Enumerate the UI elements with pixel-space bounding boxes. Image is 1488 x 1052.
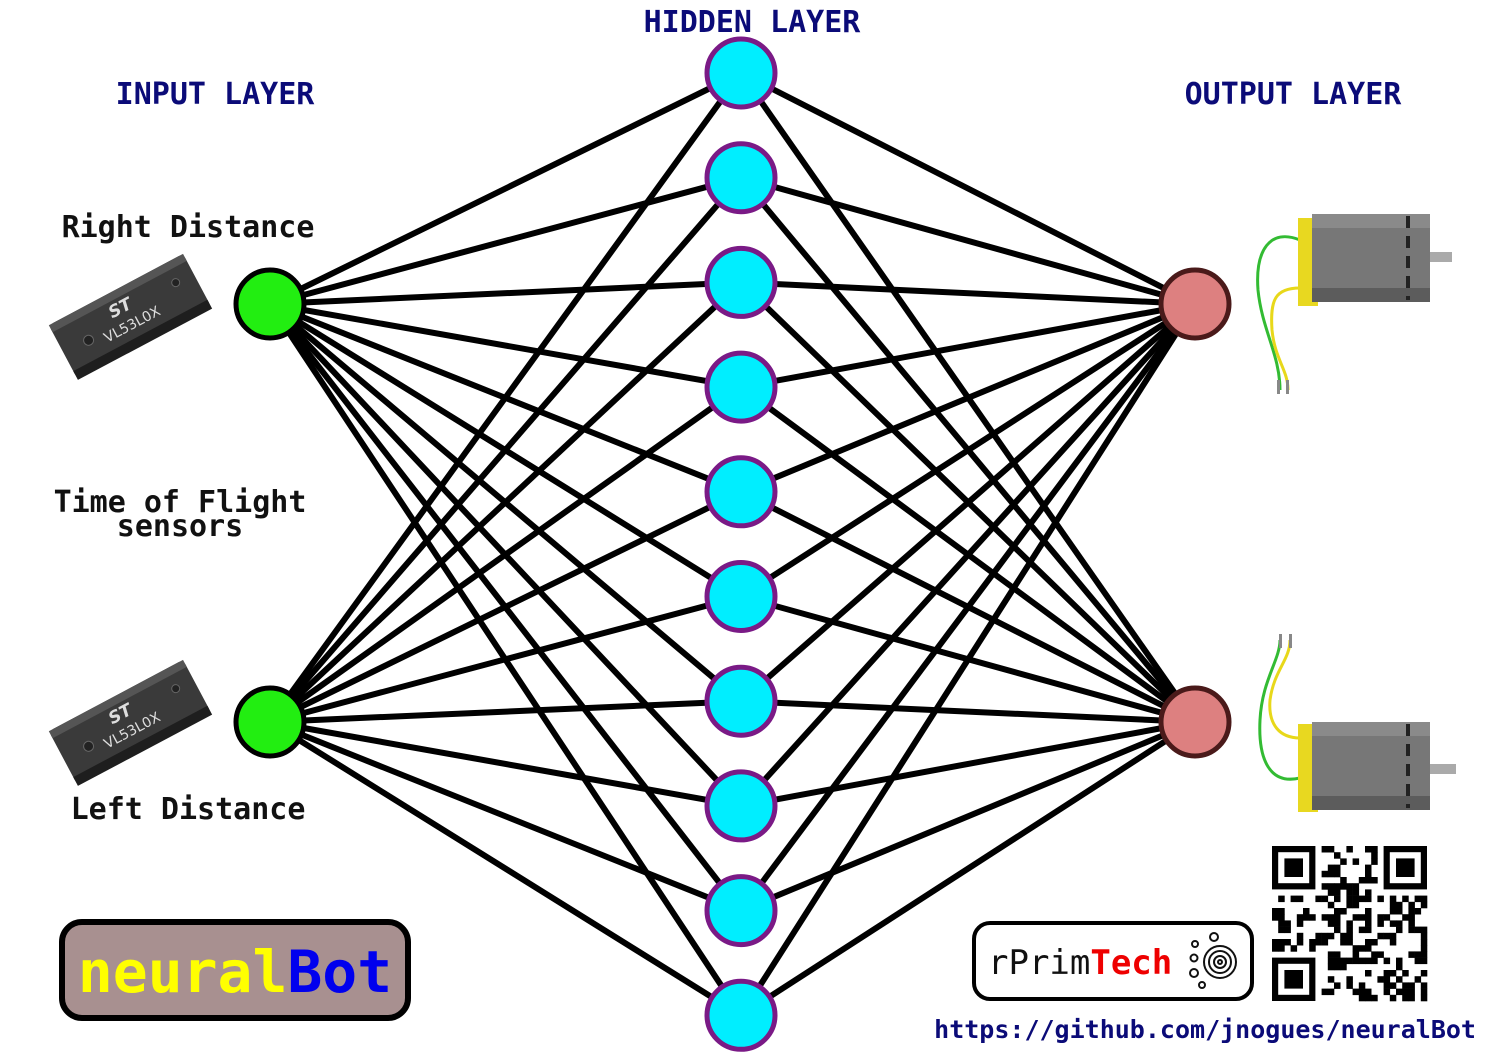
- output-node-2: [1161, 688, 1229, 756]
- hidden-node-4: [707, 353, 775, 421]
- brand-part2: Bot: [287, 938, 392, 1006]
- tof-sensor-chip-icon: ST VL53L0X: [49, 254, 212, 380]
- repo-url-link[interactable]: https://github.com/jnogues/neuralBot: [934, 1015, 1476, 1044]
- left-distance-label: Left Distance: [71, 792, 306, 827]
- hidden-node-9: [707, 877, 775, 945]
- brand-part1: neural: [78, 938, 288, 1006]
- company-part2: Tech: [1090, 943, 1172, 983]
- hidden-node-1: [707, 39, 775, 107]
- input-node-1: [236, 270, 304, 338]
- output-layer-heading: OUTPUT LAYER: [1185, 77, 1403, 112]
- edge-hidden-1-output-1: [741, 73, 1195, 304]
- hidden-layer-heading: HIDDEN LAYER: [644, 5, 862, 40]
- company-part1: rPrim: [988, 943, 1090, 983]
- output-node-1: [1161, 270, 1229, 338]
- input-node-2: [236, 688, 304, 756]
- input-layer-heading: INPUT LAYER: [116, 77, 316, 112]
- qr-code-icon: [1272, 846, 1427, 1001]
- dc-motor-icon: [1260, 634, 1456, 812]
- svg-text:neuralBot: neuralBot: [78, 938, 392, 1006]
- hidden-node-8: [707, 772, 775, 840]
- tof-sensor-chip-icon: ST VL53L0X: [49, 660, 212, 786]
- rprimtech-badge: rPrimTech: [974, 923, 1252, 999]
- network-edges: [270, 73, 1195, 1015]
- network-nodes: [236, 39, 1229, 1049]
- hidden-node-7: [707, 667, 775, 735]
- hidden-node-3: [707, 248, 775, 316]
- right-distance-label: Right Distance: [62, 210, 315, 245]
- edge-input-2-hidden-5: [270, 492, 741, 722]
- neuralbot-badge: neuralBot: [62, 922, 408, 1018]
- edge-input-1-hidden-1: [270, 73, 741, 304]
- sensor-caption-line2: sensors: [117, 509, 243, 544]
- hidden-node-10: [707, 981, 775, 1049]
- svg-text:rPrimTech: rPrimTech: [988, 943, 1172, 983]
- hidden-node-5: [707, 458, 775, 526]
- dc-motor-icon: [1258, 214, 1452, 394]
- hidden-node-6: [707, 563, 775, 631]
- hidden-node-2: [707, 144, 775, 212]
